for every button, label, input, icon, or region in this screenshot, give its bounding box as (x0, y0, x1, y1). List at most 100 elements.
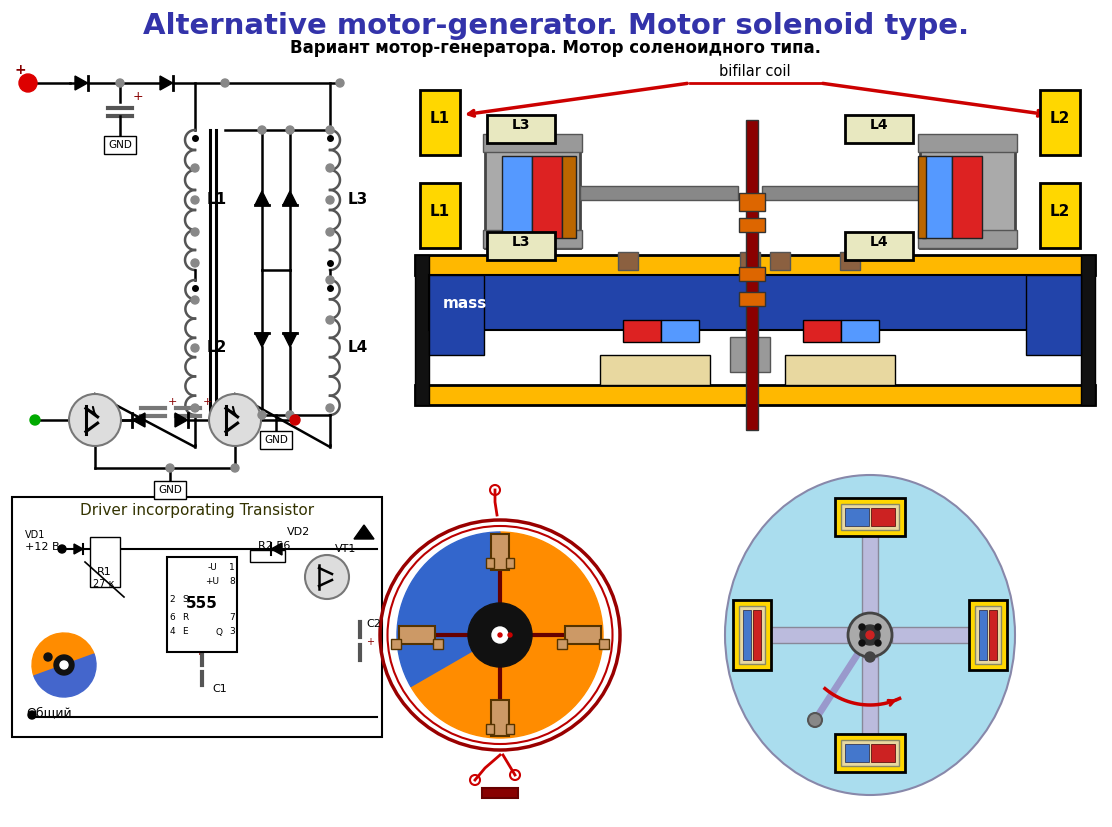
Text: Alternative motor-generator. Motor solenoid type.: Alternative motor-generator. Motor solen… (143, 12, 969, 40)
Bar (841, 320, 878, 342)
Circle shape (290, 415, 300, 425)
Bar (919, 230, 1017, 248)
Circle shape (336, 79, 344, 87)
Polygon shape (75, 76, 88, 90)
Text: GND: GND (264, 435, 288, 445)
Bar (748, 627, 848, 643)
Circle shape (191, 196, 199, 204)
Bar (502, 156, 532, 238)
Text: 4: 4 (169, 628, 175, 637)
Circle shape (875, 640, 881, 646)
Polygon shape (255, 191, 269, 205)
Bar (250, 550, 285, 562)
Bar (785, 355, 895, 385)
Text: 8: 8 (229, 577, 235, 586)
Bar (739, 267, 765, 281)
Bar (492, 700, 509, 736)
Bar (486, 724, 494, 734)
Bar (845, 232, 913, 260)
Polygon shape (354, 525, 374, 539)
Text: L1: L1 (207, 193, 227, 208)
Circle shape (258, 411, 266, 419)
Bar (862, 513, 878, 613)
Text: Общий: Общий (26, 706, 71, 719)
Bar (618, 252, 638, 270)
Bar (506, 558, 514, 568)
Text: Вариант мотор-генератора. Мотор соленоидного типа.: Вариант мотор-генератора. Мотор соленоид… (290, 39, 822, 57)
Bar (420, 90, 460, 155)
Bar (12, 497, 383, 737)
Text: L3: L3 (348, 193, 368, 208)
Bar (1026, 275, 1081, 355)
Bar (770, 252, 790, 270)
Bar (260, 431, 292, 449)
Bar (920, 143, 1015, 248)
Bar (739, 292, 765, 306)
Text: +: + (14, 63, 26, 77)
Bar (739, 193, 765, 211)
Bar (989, 610, 997, 660)
Bar (598, 639, 608, 649)
Bar (969, 600, 1007, 670)
Text: R2 56: R2 56 (258, 541, 290, 551)
Bar (729, 337, 752, 372)
Bar (803, 320, 841, 342)
Circle shape (286, 126, 294, 134)
Bar (743, 610, 751, 660)
Bar (835, 498, 905, 536)
Bar (565, 626, 600, 644)
Text: GND: GND (108, 140, 132, 150)
Bar (1040, 183, 1080, 248)
Bar (841, 740, 898, 766)
Circle shape (468, 603, 532, 667)
Bar (487, 115, 555, 143)
Circle shape (326, 276, 334, 284)
Text: mass: mass (443, 295, 487, 310)
Polygon shape (282, 333, 297, 347)
Text: L4: L4 (348, 341, 368, 356)
Text: 2: 2 (169, 595, 175, 604)
Bar (483, 230, 582, 248)
Text: L3: L3 (512, 118, 530, 132)
Circle shape (326, 126, 334, 134)
Circle shape (166, 464, 173, 472)
Circle shape (326, 228, 334, 236)
Text: +U: +U (205, 577, 219, 586)
Polygon shape (271, 543, 282, 555)
Bar (420, 183, 460, 248)
Circle shape (69, 394, 121, 446)
Bar (415, 255, 429, 405)
Circle shape (54, 655, 75, 675)
Bar (492, 534, 509, 570)
Text: Q: Q (216, 628, 222, 637)
Bar (415, 255, 1095, 275)
Polygon shape (255, 333, 269, 347)
Text: +: + (133, 90, 143, 103)
Text: +: + (366, 637, 374, 647)
Text: S: S (182, 595, 188, 604)
Text: +: + (203, 397, 212, 407)
Text: C1: C1 (212, 684, 227, 694)
Circle shape (808, 713, 822, 727)
Bar (167, 557, 237, 652)
Bar (483, 134, 582, 152)
Bar (739, 252, 759, 270)
Bar (661, 320, 699, 342)
Bar (481, 788, 518, 798)
Text: E: E (182, 628, 188, 637)
Text: L4: L4 (870, 235, 888, 249)
Bar (746, 120, 758, 430)
Bar (952, 156, 982, 238)
Bar (862, 657, 878, 757)
Circle shape (498, 633, 502, 637)
Text: 7: 7 (229, 613, 235, 622)
Circle shape (866, 631, 874, 639)
Text: VT1: VT1 (335, 544, 356, 554)
Bar (975, 606, 1001, 664)
Wedge shape (34, 654, 96, 697)
Text: 1: 1 (229, 562, 235, 571)
Text: +: + (168, 397, 178, 407)
Circle shape (60, 661, 68, 669)
Circle shape (221, 79, 229, 87)
Circle shape (44, 653, 52, 661)
